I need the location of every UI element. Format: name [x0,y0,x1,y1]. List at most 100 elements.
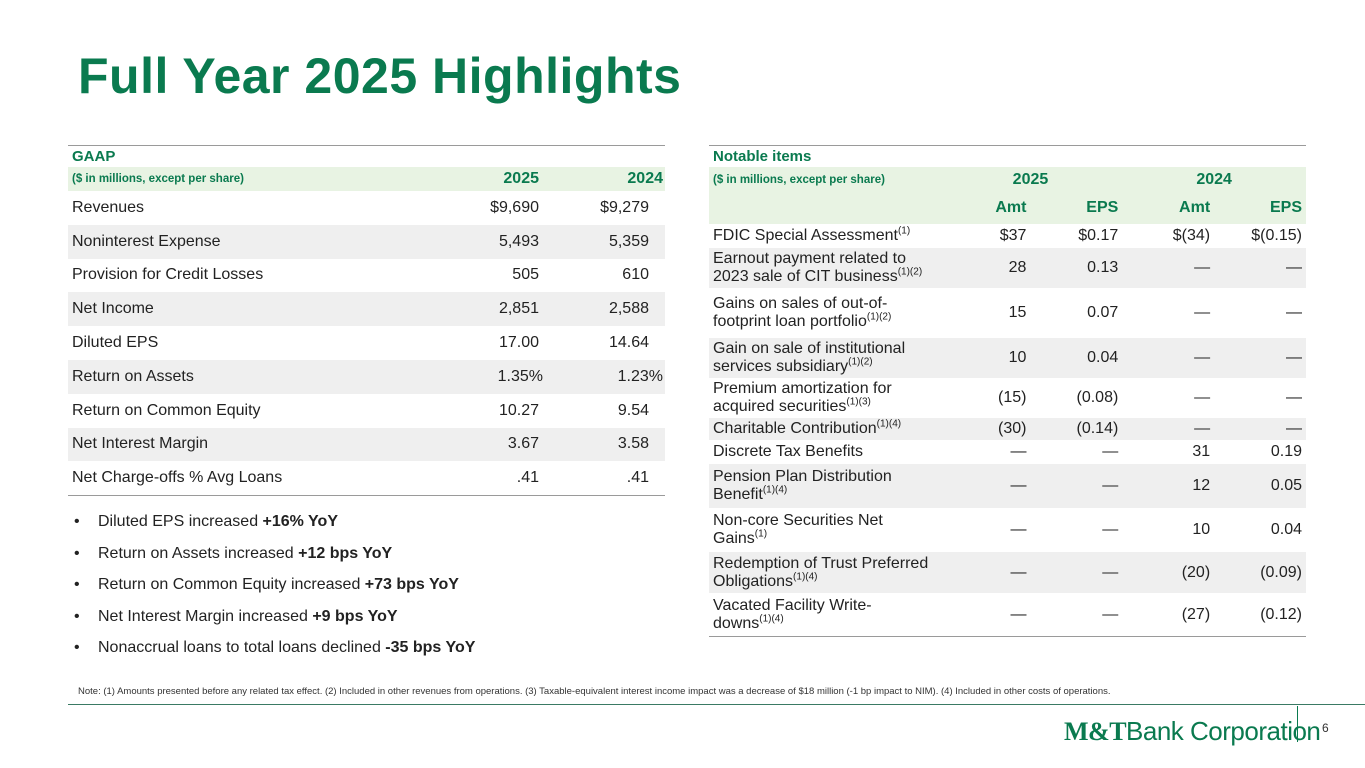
sub-eps-2024: EPS [1269,199,1302,216]
table-row: Gain on sale of institutional services su… [709,338,1306,378]
value-2025: .41 [516,469,539,487]
amt-2024: — [1194,389,1211,406]
table-row: Return on Assets 1.35% 1.23% [68,359,665,394]
value-2025: 5,493 [498,232,539,250]
notable-col-2025: 2025 [1012,170,1049,188]
footer-vertical-divider [1297,706,1298,742]
footnote-ref: (1)(4) [793,571,818,583]
amt-2024: — [1194,420,1211,437]
bullet-icon: • [74,639,80,657]
bullet-icon: • [74,513,80,530]
footnote-ref: (1)(2) [848,356,873,368]
row-label: Return on Common Equity [72,401,261,419]
amt-2024: — [1194,304,1211,321]
table-row: Non-core Securities Net Gains(1) — — 10 0.04 [709,508,1306,552]
eps-2024: — [1285,420,1302,437]
eps-2025: (0.08) [1076,389,1119,406]
amt-2025: 10 [1008,349,1027,366]
amt-2025: — [1010,563,1027,581]
highlights-list: • Diluted EPS increased +16% YoY • Return o… [74,512,475,670]
row-label: Revenues [72,198,145,216]
eps-2024: — [1285,349,1302,366]
row-label: Net Charge-offs % Avg Loans [72,469,283,487]
amt-2025: 15 [1008,304,1027,321]
gaap-section-title: GAAP [68,145,665,167]
bullet-emphasis: +16% YoY [262,513,338,530]
bullet-text: Return on Common Equity increased [98,576,365,594]
row-label: Noninterest Expense [72,232,221,250]
value-2024: 14.64 [608,334,649,352]
table-row: Discrete Tax Benefits — — 31 0.19 [709,440,1306,464]
value-2024: $9,279 [600,198,649,216]
row-label-line2: Gains [713,530,755,547]
table-row: Revenues $9,690 $9,279 [68,191,665,225]
eps-2024: — [1285,389,1302,406]
value-2024: .41 [626,469,649,487]
row-label: Charitable Contribution(1)(4) [709,418,939,438]
eps-2025: — [1102,563,1119,581]
gaap-rows: Revenues $9,690 $9,279 Noninterest Expense 5… [68,191,665,497]
sub-amt-2025: Amt [995,199,1027,216]
row-label-line1: FDIC Special Assessment [713,227,898,244]
table-row: Return on Common Equity 10.27 9.54 [68,394,665,428]
amt-2025: — [1010,605,1027,623]
footnote-ref: (1) [754,528,768,540]
row-label: FDIC Special Assessment(1) [709,226,939,245]
footnote-ref: (1)(2) [897,266,923,278]
amt-2024: (27) [1181,605,1211,623]
logo-mark: M&T [1064,717,1127,746]
list-item: • Return on Assets increased +12 bps YoY [74,544,475,576]
row-label-line2: Benefit [713,486,763,503]
notable-header-label: ($ in millions, except per share) [713,173,885,186]
eps-2024: 0.05 [1270,477,1302,494]
value-2024: 5,359 [608,232,649,250]
amt-2025: — [1010,443,1027,460]
footnote-ref: (1)(4) [759,613,784,625]
row-label-line1: Gain on sale of institutional [713,340,906,357]
sub-eps-2025: EPS [1086,199,1119,216]
eps-2024: — [1285,259,1302,276]
value-2024: 610 [622,266,649,284]
row-label-line1: Gains on sales of out-of- [713,295,888,312]
notable-items-table: Notable items ($ in millions, except per… [709,145,1306,637]
eps-2025: — [1102,477,1119,494]
footnote-ref: (1)(3) [846,396,871,408]
value-2024: 9.54 [617,401,649,419]
row-label-line2: 2023 sale of CIT business [713,268,898,285]
eps-2025: — [1102,443,1119,460]
row-label-line1: Pension Plan Distribution [713,468,892,485]
notable-header-row: ($ in millions, except per share) 2025 2… [709,167,1306,192]
amt-2024: (20) [1181,563,1211,581]
row-label: Provision for Credit Losses [72,266,264,284]
row-label: Return on Assets [72,367,194,385]
row-label: Gain on sale of institutional services su… [709,340,939,376]
value-2025: $9,690 [490,198,539,216]
bullet-emphasis: -35 bps YoY [385,639,476,657]
amt-2025: $37 [999,227,1027,244]
bullet-text: Nonaccrual loans to total loans declined [98,639,386,657]
row-label: Net Interest Margin [72,435,209,453]
row-label-line2: acquired securities [713,398,847,415]
page-number: 6 [1322,721,1329,735]
gaap-col-2024: 2024 [627,170,663,187]
row-label: Redemption of Trust Preferred Obligations… [709,555,939,591]
bullet-text: Diluted EPS increased [98,513,263,530]
row-label: Earnout payment related to 2023 sale of C… [709,250,939,286]
value-2025: 505 [512,266,539,284]
company-logo: M&TBank Corporation [1064,716,1321,747]
row-label-line1: Earnout payment related to [713,250,907,267]
row-label: Pension Plan Distribution Benefit(1)(4) [709,468,939,504]
table-row: Net Interest Margin 3.67 3.58 [68,427,665,462]
bullet-text: Net Interest Margin increased [98,607,313,625]
eps-2025: 0.07 [1087,304,1119,321]
row-label-line1: Charitable Contribution [713,420,877,437]
row-label: Net Income [72,300,154,318]
eps-2025: 0.04 [1087,349,1119,366]
eps-2024: 0.04 [1270,521,1302,538]
logo-text: Bank Corporation [1126,716,1321,746]
table-row: Pension Plan Distribution Benefit(1)(4) — —… [709,464,1306,508]
footnote-ref: (1)(4) [876,418,902,430]
sub-amt-2024: Amt [1179,199,1211,216]
eps-2025: — [1102,521,1119,538]
row-label: Gains on sales of out-of-footprint loan … [709,295,939,331]
